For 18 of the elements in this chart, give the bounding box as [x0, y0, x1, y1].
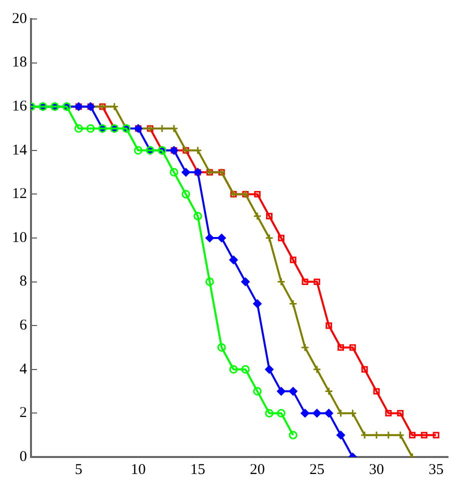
y-tick-label: 2: [20, 405, 27, 422]
y-tick-label: 6: [20, 318, 28, 334]
y-tick-label: 8: [20, 274, 27, 290]
x-tick-label: 10: [130, 462, 146, 478]
y-tick-label: 4: [20, 361, 28, 378]
y-tick-label: 0: [20, 448, 27, 465]
x-tick-label: 25: [309, 462, 324, 478]
y-tick-label: 16: [12, 98, 28, 115]
x-tick-label: 15: [190, 462, 206, 478]
y-tick-label: 14: [12, 142, 28, 158]
y-tick-label: 12: [12, 186, 27, 202]
y-tick-label: 18: [12, 54, 27, 71]
x-tick-label: 30: [369, 462, 384, 478]
y-tick-label: 10: [12, 230, 27, 246]
y-tick-label: 20: [12, 10, 27, 27]
x-tick-label: 5: [74, 462, 82, 478]
x-tick-label: 35: [428, 462, 444, 478]
x-tick-label: 20: [250, 462, 265, 478]
